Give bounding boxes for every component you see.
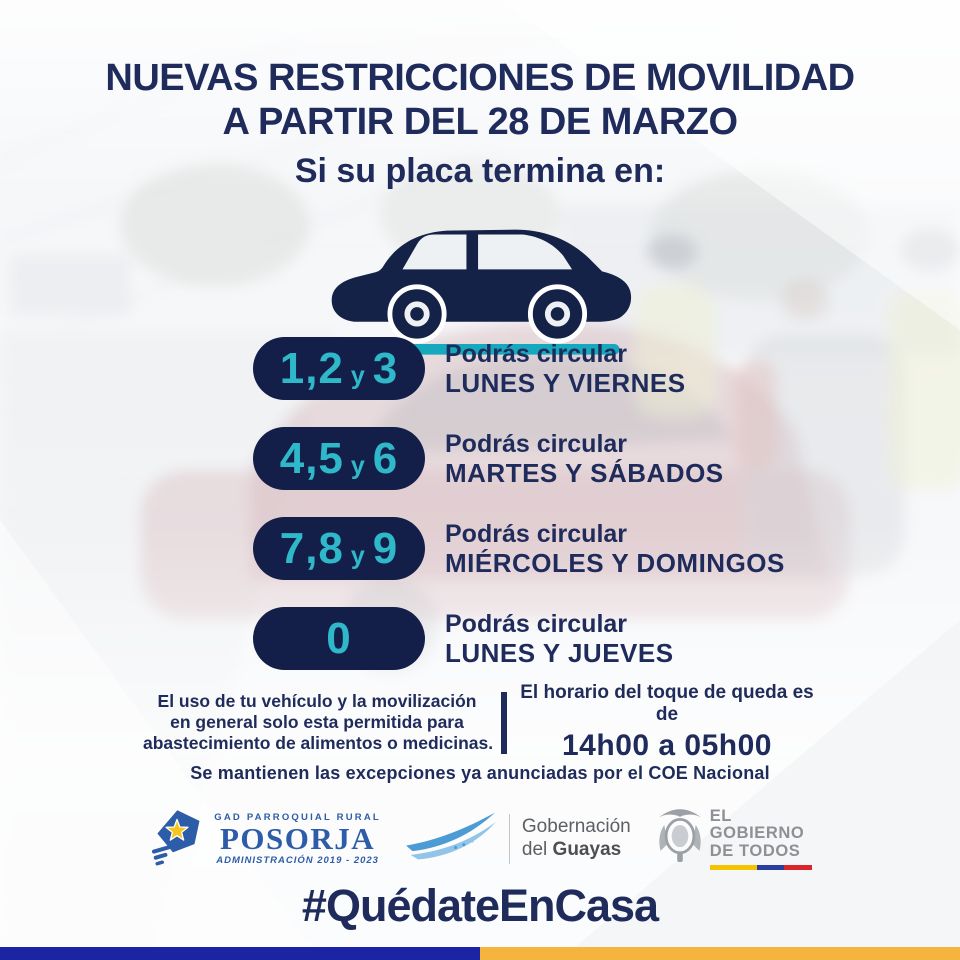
restriction-row-1: 1,2 y 3 Podrás circular LUNES Y VIERNES: [253, 337, 785, 400]
plate-pill-2: 4,5 y 6: [253, 427, 425, 490]
plate-last-number: 9: [372, 523, 399, 573]
guayas-del: del: [521, 839, 553, 860]
days-label: MIÉRCOLES Y DOMINGOS: [445, 547, 785, 578]
curfew-label: El horario del toque de queda es de: [520, 682, 814, 725]
footer-blue-bar: [0, 947, 480, 960]
gobierno-line: EL: [709, 807, 732, 826]
days-label: LUNES Y JUEVES: [445, 637, 674, 668]
car-icon: [325, 206, 635, 356]
ecuador-coat-of-arms-icon: [655, 804, 705, 875]
gobierno-text: EL GOBIERNO DE TODOS: [709, 807, 812, 870]
days-label: MARTES Y SÁBADOS: [445, 457, 724, 488]
vertical-divider: [501, 691, 507, 754]
plate-schedule: 1,2 y 3 Podrás circular LUNES Y VIERNES …: [253, 337, 785, 697]
row-text: Podrás circular LUNES Y VIERNES: [445, 339, 686, 399]
circulate-label: Podrás circular: [445, 519, 628, 548]
title-line-2: A PARTIR DEL 28 DE MARZO: [222, 101, 738, 144]
curfew-hours: 14h00 a 05h00: [562, 729, 772, 762]
gobierno-line: DE TODOS: [709, 841, 801, 860]
row-text: Podrás circular LUNES Y JUEVES: [445, 609, 674, 669]
row-text: Podrás circular MIÉRCOLES Y DOMINGOS: [445, 519, 785, 579]
plate-numbers: 0: [326, 613, 352, 663]
plate-connector: y: [350, 542, 366, 570]
posorja-tagline: GAD PARROQUIAL RURAL: [214, 811, 381, 823]
flag-yellow-segment: [709, 864, 757, 870]
guayas-label: del Guayas: [522, 839, 631, 862]
flag-red-segment: [784, 864, 812, 870]
flag-blue-segment: [756, 864, 785, 870]
restriction-row-2: 4,5 y 6 Podrás circular MARTES Y SÁBADOS: [253, 427, 785, 490]
plate-pill-3: 7,8 y 9: [253, 517, 425, 580]
plate-connector: y: [350, 452, 366, 480]
coe-note: Se mantienen las excepciones ya anunciad…: [190, 763, 770, 783]
hashtag: #QuédateEnCasa: [301, 880, 659, 931]
plate-pill-1: 1,2 y 3: [253, 337, 425, 400]
gobierno-line: GOBIERNO: [709, 824, 805, 843]
posorja-text: GAD PARROQUIAL RURAL POSORJA ADMINISTRAC…: [214, 812, 381, 867]
logo-divider: [508, 814, 510, 864]
footer-yellow-bar: [480, 947, 960, 960]
plate-pill-4: 0: [253, 607, 425, 670]
subtitle: Si su placa termina en:: [294, 152, 666, 190]
guayas-bold: Guayas: [552, 839, 622, 860]
posorja-name: POSORJA: [220, 820, 376, 856]
ecuador-flag-stripe: [709, 864, 812, 870]
page-title: NUEVAS RESTRICCIONES DE MOVILIDAD A PART…: [0, 56, 960, 144]
posorja-logo: GAD PARROQUIAL RURAL POSORJA ADMINISTRAC…: [148, 806, 381, 873]
info-section: El uso de tu vehículo y la movilización …: [0, 682, 960, 763]
circulate-label: Podrás circular: [445, 609, 628, 638]
plate-numbers: 7,8: [279, 523, 344, 573]
vehicle-use-line: abastecimiento de alimentos o medicinas.: [143, 733, 494, 753]
days-label: LUNES Y VIERNES: [445, 367, 686, 398]
vehicle-use-line: El uso de tu vehículo y la movilización: [157, 691, 477, 711]
plate-numbers: 4,5: [279, 433, 344, 483]
plate-last-number: 3: [372, 343, 399, 393]
plate-last-number: 6: [372, 433, 399, 483]
vehicle-use-line: en general solo esta permitida para: [170, 712, 464, 732]
posorja-emblem-icon: [148, 806, 206, 873]
row-text: Podrás circular MARTES Y SÁBADOS: [445, 429, 724, 489]
title-line-1: NUEVAS RESTRICCIONES DE MOVILIDAD: [105, 57, 855, 99]
curfew-text: El horario del toque de queda es de 14h0…: [517, 682, 817, 763]
logos-row: GAD PARROQUIAL RURAL POSORJA ADMINISTRAC…: [0, 799, 960, 879]
circulate-label: Podrás circular: [445, 339, 628, 368]
plate-connector: y: [350, 362, 366, 390]
restriction-row-4: 0 Podrás circular LUNES Y JUEVES: [253, 607, 785, 670]
gobierno-de-todos-logo: EL GOBIERNO DE TODOS: [655, 804, 812, 875]
restriction-row-3: 7,8 y 9 Podrás circular MIÉRCOLES Y DOMI…: [253, 517, 785, 580]
gobernacion-label: Gobernación: [521, 816, 631, 838]
guayas-swoosh-icon: [405, 809, 497, 869]
circulate-label: Podrás circular: [445, 429, 628, 458]
posorja-administration: ADMINISTRACIÓN 2019 - 2023: [216, 855, 379, 867]
guayas-text: Gobernación del Guayas: [522, 816, 631, 862]
plate-numbers: 1,2: [279, 343, 344, 393]
gobernacion-guayas-logo: Gobernación del Guayas: [405, 809, 631, 869]
vehicle-use-text: El uso de tu vehículo y la movilización …: [143, 691, 494, 754]
